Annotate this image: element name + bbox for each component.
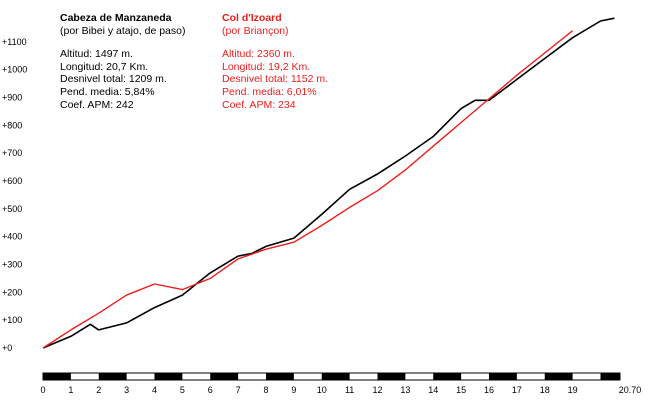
legend-a-title: Cabeza de Manzaneda — [60, 12, 172, 24]
y-tick-label: +400 — [2, 232, 22, 242]
x-tick-label: 9 — [291, 385, 296, 395]
legend-a-longitud: Longitud: 20,7 Km. — [60, 60, 149, 73]
x-tick-label: 6 — [208, 385, 213, 395]
x-tick-label: 1 — [68, 385, 73, 395]
y-tick-label: +500 — [2, 204, 22, 214]
legend-b-longitud: Longitud: 19,2 Km. — [222, 60, 311, 73]
legend-b-title: Col d'Izoard — [222, 12, 282, 24]
x-tick-label: 16 — [484, 385, 494, 395]
km-bar-segment — [433, 373, 462, 380]
x-tick-label: 7 — [236, 385, 241, 395]
series-layer — [42, 17, 615, 349]
x-axis: 0 1 2 3 4 5 6 7 8 9 10 11 12 13 14 15 16 17 18 19 20.70 — [40, 372, 642, 395]
y-tick-label: +900 — [2, 93, 22, 103]
x-tick-label: 3 — [124, 385, 129, 395]
series-line-col-d-izoard — [42, 30, 574, 349]
legend-b-desnivel: Desnivel total: 1152 m. — [222, 73, 329, 86]
km-bar-segment — [544, 373, 573, 380]
km-bar-segment — [265, 373, 294, 380]
legend-a-desnivel: Desnivel total: 1209 m. — [60, 73, 167, 86]
x-tick-label: 15 — [456, 385, 466, 395]
x-tick-label: 4 — [152, 385, 157, 395]
x-tick-label: 8 — [263, 385, 268, 395]
y-axis: +0 +100 +200 +300 +400 +500 +600 +700 +800 +900 +1… — [2, 37, 27, 353]
x-tick-label: 12 — [372, 385, 382, 395]
y-tick-label: +700 — [2, 148, 22, 158]
km-bar-segment — [321, 373, 350, 380]
x-tick-label: 14 — [428, 385, 438, 395]
x-tick-label: 18 — [540, 385, 550, 395]
km-bar-segment — [488, 373, 517, 380]
legend-b-pendiente: Pend. media: 6,01% — [222, 85, 317, 98]
x-tick-label: 2 — [96, 385, 101, 395]
x-tick-label: 10 — [317, 385, 327, 395]
y-tick-label: +100 — [2, 315, 22, 325]
series-line-cabeza-de-manzaneda — [42, 17, 615, 349]
legend-b-coef: Coef. APM: 234 — [222, 98, 296, 111]
x-tick-label: 20.70 — [619, 385, 642, 395]
y-tick-label: +1000 — [2, 65, 27, 75]
km-bar-segment — [377, 373, 406, 380]
km-bar-segment — [154, 373, 183, 380]
x-tick-label: 0 — [40, 385, 45, 395]
y-tick-label: +0 — [2, 343, 12, 353]
legend-a-subtitle: (por Bibei y atajo, de paso) — [60, 24, 186, 37]
x-tick-label: 13 — [400, 385, 410, 395]
km-bar-segment — [600, 373, 620, 380]
legend-a-pendiente: Pend. media: 5,84% — [60, 85, 155, 98]
x-tick-label: 17 — [512, 385, 522, 395]
legend-a-coef: Coef. APM: 242 — [60, 98, 134, 111]
km-bar-segment — [98, 373, 127, 380]
legend-b-altitud: Altitud: 2360 m. — [222, 48, 295, 61]
x-tick-label: 5 — [180, 385, 185, 395]
legend-b-subtitle: (por Briançon) — [222, 24, 289, 37]
legend-a-altitud: Altitud: 1497 m. — [60, 48, 133, 61]
legend-series-b: Col d'Izoard (por Briançon) Altitud: 236… — [222, 12, 328, 111]
y-tick-label: +800 — [2, 120, 22, 130]
km-bar-segment — [43, 373, 71, 380]
y-tick-label: +1100 — [2, 37, 27, 47]
km-bar-segment — [210, 373, 239, 380]
x-tick-label: 19 — [568, 385, 578, 395]
x-tick-label: 11 — [345, 385, 354, 395]
y-tick-label: +300 — [2, 260, 22, 270]
y-tick-label: +600 — [2, 176, 22, 186]
legend-series-a: Cabeza de Manzaneda (por Bibei y atajo, … — [60, 12, 186, 111]
y-tick-label: +200 — [2, 287, 22, 297]
